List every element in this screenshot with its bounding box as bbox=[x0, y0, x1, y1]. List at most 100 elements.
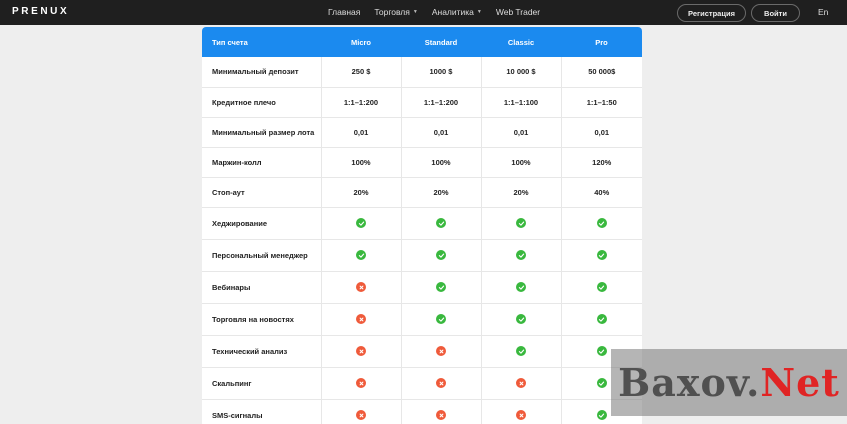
check-icon bbox=[516, 250, 526, 260]
caret-down-icon: ▼ bbox=[476, 9, 482, 15]
row-label: Персональный менеджер bbox=[202, 239, 322, 271]
cross-icon bbox=[436, 378, 446, 388]
cross-icon bbox=[356, 314, 366, 324]
table-row: Минимальный депозит 250 $ 1000 $ 10 000 … bbox=[202, 57, 642, 87]
watermark-text-accent: Net bbox=[760, 360, 840, 405]
header-account-type: Тип счета bbox=[212, 37, 248, 47]
table-cell bbox=[561, 303, 642, 335]
table-cell: 20% bbox=[401, 177, 482, 207]
nav-item-label: Торговля bbox=[374, 7, 410, 17]
check-icon bbox=[436, 314, 446, 324]
table-cell bbox=[321, 303, 402, 335]
check-icon bbox=[596, 218, 607, 228]
table-cell bbox=[401, 399, 482, 424]
nav-item-web-trader[interactable]: Web Trader bbox=[496, 7, 540, 17]
cross-icon bbox=[356, 378, 366, 388]
table-cell bbox=[401, 271, 482, 303]
check-icon bbox=[516, 314, 526, 324]
check-icon bbox=[356, 250, 366, 260]
table-cell bbox=[401, 367, 482, 399]
header-standard: Standard bbox=[424, 37, 458, 47]
check-icon bbox=[596, 250, 607, 260]
table-cell bbox=[321, 399, 402, 424]
table-row: Вебинары bbox=[202, 271, 642, 303]
table-cell bbox=[481, 303, 562, 335]
table-cell: 50 000$ bbox=[588, 67, 616, 77]
table-row: Маржин-колл 100% 100% 100% 120% bbox=[202, 147, 642, 177]
table-cell: 100% bbox=[401, 147, 482, 177]
table-row: Скальпинг bbox=[202, 367, 642, 399]
table-cell bbox=[481, 335, 562, 367]
table-row: SMS-сигналы bbox=[202, 399, 642, 424]
table-cell: 0,01 bbox=[401, 117, 482, 147]
table-cell bbox=[561, 271, 642, 303]
table-cell: 10 000 $ bbox=[481, 57, 562, 87]
nav-item-label: Главная bbox=[328, 7, 361, 17]
table-cell: 0,01 bbox=[321, 117, 402, 147]
table-cell bbox=[481, 399, 562, 424]
nav-item-home[interactable]: Главная bbox=[328, 7, 360, 17]
table-cell: 100% bbox=[321, 147, 402, 177]
table-cell bbox=[321, 239, 402, 271]
table-cell bbox=[401, 303, 482, 335]
table-cell: 0,01 bbox=[594, 127, 610, 137]
table-row: Минимальный размер лота 0,01 0,01 0,01 0… bbox=[202, 117, 642, 147]
nav-item-trading[interactable]: Торговля ▼ bbox=[374, 7, 417, 17]
table-cell: 40% bbox=[594, 187, 610, 197]
table-row: Хеджирование bbox=[202, 207, 642, 239]
nav-item-analytics[interactable]: Аналитика ▼ bbox=[432, 7, 482, 17]
table-cell: 1:1–1:200 bbox=[401, 87, 482, 117]
table-cell bbox=[321, 335, 402, 367]
row-label: Скальпинг bbox=[202, 367, 322, 399]
table-cell bbox=[481, 239, 562, 271]
row-label: Технический анализ bbox=[202, 335, 322, 367]
cross-icon bbox=[516, 378, 526, 388]
check-icon bbox=[436, 218, 446, 228]
table-cell bbox=[561, 335, 642, 367]
caret-down-icon: ▼ bbox=[412, 9, 418, 15]
table-cell: 20% bbox=[481, 177, 562, 207]
row-label: Кредитное плечо bbox=[202, 87, 322, 117]
table-cell bbox=[401, 239, 482, 271]
login-button[interactable]: Войти bbox=[751, 4, 800, 22]
table-cell bbox=[481, 207, 562, 239]
table-row: Кредитное плечо 1:1–1:200 1:1–1:200 1:1–… bbox=[202, 87, 642, 117]
nav-item-label: Аналитика bbox=[431, 7, 474, 17]
table-cell: 1:1–1:100 bbox=[481, 87, 562, 117]
row-label: SMS-сигналы bbox=[202, 399, 322, 424]
row-label: Маржин-колл bbox=[202, 147, 322, 177]
check-icon bbox=[356, 218, 366, 228]
table-row: Торговля на новостях bbox=[202, 303, 642, 335]
row-label: Хеджирование bbox=[202, 207, 322, 239]
check-icon bbox=[516, 282, 526, 292]
cross-icon bbox=[356, 346, 366, 356]
table-header-row: Тип счета Micro Standard Classic Pro bbox=[202, 27, 642, 57]
table-cell: 20% bbox=[321, 177, 402, 207]
table-cell bbox=[481, 367, 562, 399]
register-button[interactable]: Регистрация bbox=[677, 4, 746, 22]
cross-icon bbox=[436, 410, 446, 420]
row-label: Стоп-аут bbox=[202, 177, 322, 207]
watermark-text: Baxov. bbox=[618, 360, 761, 405]
table-cell bbox=[321, 367, 402, 399]
language-switch[interactable]: En bbox=[818, 7, 829, 17]
account-comparison-table: Тип счета Micro Standard Classic Pro Мин… bbox=[202, 27, 642, 424]
table-cell: 120% bbox=[592, 157, 612, 167]
cross-icon bbox=[356, 410, 366, 420]
header-micro: Micro bbox=[350, 37, 371, 47]
cross-icon bbox=[516, 410, 526, 420]
check-icon bbox=[596, 410, 607, 420]
header-classic: Classic bbox=[507, 37, 535, 47]
table-cell bbox=[561, 367, 642, 399]
table-cell: 1:1–1:200 bbox=[321, 87, 402, 117]
check-icon bbox=[516, 346, 526, 356]
table-cell: 1:1–1:50 bbox=[586, 97, 617, 107]
row-label: Торговля на новостях bbox=[202, 303, 322, 335]
cross-icon bbox=[356, 282, 366, 292]
table-cell bbox=[321, 271, 402, 303]
table-row: Стоп-аут 20% 20% 20% 40% bbox=[202, 177, 642, 207]
check-icon bbox=[436, 250, 446, 260]
check-icon bbox=[596, 346, 607, 356]
brand-logo[interactable]: PRENUX bbox=[12, 6, 70, 17]
table-cell: 250 $ bbox=[321, 57, 402, 87]
